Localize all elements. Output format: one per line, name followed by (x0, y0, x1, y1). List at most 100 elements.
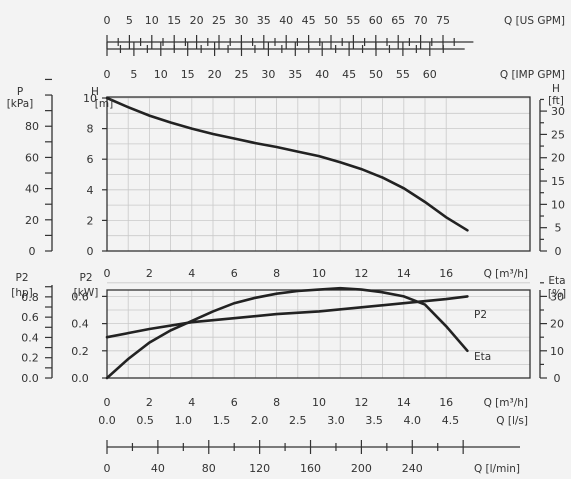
power-x-label: 14 (397, 396, 411, 409)
scale-imp_gpm-label: 50 (369, 68, 383, 81)
scale-imp_gpm-label: 5 (130, 68, 137, 81)
kpa-axis-label: 20 (25, 214, 39, 227)
lmin-scale-label: 120 (249, 462, 270, 475)
ls-x-label: 0.0 (98, 414, 116, 427)
head-x-label: 10 (312, 267, 326, 280)
scale-us_gpm-label: 0 (104, 14, 111, 27)
ls-x-label: 0.5 (136, 414, 154, 427)
ls-x-label: 1.5 (213, 414, 231, 427)
scale-us_gpm-label: 45 (302, 14, 316, 27)
scale-us_gpm-label: 10 (145, 14, 159, 27)
power-x-label: 2 (146, 396, 153, 409)
lmin-scale-label: 80 (202, 462, 216, 475)
ft-axis-title: H (552, 83, 560, 95)
scale-imp_gpm-label: 0 (104, 68, 111, 81)
kpa-axis-label: 80 (25, 120, 39, 133)
power-x-label: 6 (231, 396, 238, 409)
head-curve (105, 96, 469, 232)
scale-us_gpm-label: 60 (369, 14, 383, 27)
kw-axis-label: 0.4 (71, 318, 89, 331)
scale-us_gpm-label: 30 (234, 14, 248, 27)
scale-imp_gpm-label: 40 (315, 68, 329, 81)
scale-us_gpm-label: 35 (257, 14, 271, 27)
ft-axis-label: 15 (551, 175, 565, 188)
head-axis-label: 8 (87, 123, 94, 136)
scale-imp_gpm-label: 30 (261, 68, 275, 81)
head-x-label: 0 (104, 267, 111, 280)
scale-us_gpm-label: 55 (346, 14, 360, 27)
head-axis-unit: [m] (95, 98, 113, 110)
lmin-scale-label: 200 (351, 462, 372, 475)
scale-us_gpm-label: 15 (167, 14, 181, 27)
ft-axis-label: 25 (551, 128, 565, 141)
kw-axis-label: 0.0 (71, 372, 89, 385)
hp-axis-label: 0.8 (21, 291, 39, 304)
ft-axis-label: 30 (551, 105, 565, 118)
scale-us_gpm-label: 70 (414, 14, 428, 27)
curves-layer (105, 96, 469, 380)
scale-us_gpm-label: 75 (436, 14, 450, 27)
head-axis-label: 2 (87, 214, 94, 227)
kpa-axis-label: 0 (29, 245, 36, 258)
scale-us_gpm-unit: Q [US GPM] (504, 15, 565, 27)
power-x-label: 12 (354, 396, 368, 409)
lmin-scale-label: 160 (300, 462, 321, 475)
power-x-label: 10 (312, 396, 326, 409)
lmin-scale-unit: Q [l/min] (474, 463, 520, 475)
head-x-label: 16 (439, 267, 453, 280)
head-x-label: 4 (188, 267, 195, 280)
head-x-unit: Q [m³/h] (484, 268, 528, 280)
ls-x-label: 4.5 (442, 414, 460, 427)
head-axis-label: 10 (83, 92, 97, 105)
scale-us_gpm-label: 50 (324, 14, 338, 27)
head-axis-label: 6 (87, 153, 94, 166)
hp-axis-label: 0.0 (21, 372, 39, 385)
kw-axis-label: 0.6 (71, 290, 89, 303)
kw-axis-label: 0.2 (71, 345, 89, 358)
lmin-scale-label: 0 (104, 462, 111, 475)
hp-axis-unit: [hp] (11, 287, 33, 299)
lmin-scale-label: 40 (151, 462, 165, 475)
head-x-label: 2 (146, 267, 153, 280)
power-x-label: 8 (273, 396, 280, 409)
eta-axis-label: 20 (550, 318, 564, 331)
p2-curve (105, 295, 469, 339)
eta-axis-label: 30 (550, 290, 564, 303)
kpa-axis-label: 60 (25, 151, 39, 164)
kpa-axis-title: P (17, 86, 23, 98)
ls-x-label: 4.0 (404, 414, 422, 427)
p2-curve-label: P2 (474, 309, 487, 321)
eta-curve-label: Eta (474, 351, 491, 363)
hp-axis-label: 0.6 (21, 311, 39, 324)
ls-x-label: 3.5 (365, 414, 383, 427)
ls-x-unit: Q [l/s] (496, 415, 528, 427)
hp-axis-title: P2 (15, 272, 28, 284)
labels-layer: 0 5 10 15 20 25 30 35 40 45 50 55 60 65 70 75 Q [US GPM]… (7, 14, 566, 475)
eta-axis-unit: [%] (548, 288, 566, 300)
kpa-axis-unit: [kPa] (7, 98, 34, 110)
eta-curve (105, 286, 469, 380)
power-x-label: 4 (188, 396, 195, 409)
scale-us_gpm-label: 25 (212, 14, 226, 27)
ls-x-label: 1.0 (175, 414, 193, 427)
grid-layer (106, 96, 530, 379)
head-axis-label: 0 (87, 245, 94, 258)
ls-x-label: 2.5 (289, 414, 307, 427)
scale-imp_gpm-label: 20 (208, 68, 222, 81)
eta-axis-label: 0 (554, 372, 561, 385)
hp-axis-label: 0.2 (21, 352, 39, 365)
scale-us_gpm-label: 40 (279, 14, 293, 27)
axes-layer (45, 35, 547, 454)
head-x-label: 8 (273, 267, 280, 280)
ls-x-label: 3.0 (327, 414, 345, 427)
kw-axis-title: P2 (79, 272, 92, 284)
kw-axis-unit: [kW] (74, 287, 99, 299)
scale-imp_gpm-label: 10 (154, 68, 168, 81)
ft-axis-label: 20 (551, 152, 565, 165)
scale-us_gpm-label: 5 (126, 14, 133, 27)
ft-axis-label: 0 (555, 245, 562, 258)
power-x-unit: Q [m³/h] (484, 397, 528, 409)
eta-axis-title: Eta (548, 275, 565, 287)
lmin-scale-label: 240 (402, 462, 423, 475)
